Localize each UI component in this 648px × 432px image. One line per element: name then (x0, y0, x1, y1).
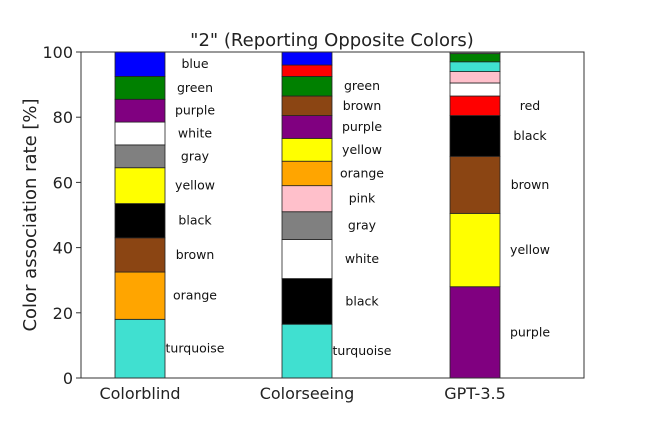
bar-segment-yellow (281, 137, 333, 162)
bar-segment-white (114, 121, 166, 146)
bar-segment-brown (114, 237, 166, 273)
segment-label: gray (181, 148, 210, 163)
bar-segment-unlabeled (449, 61, 501, 72)
bar-segment-orange (281, 160, 333, 187)
bar-segment-unlabeled (281, 51, 333, 66)
bar-colorseeing: turquoise black white gray pink orange yellow p… (281, 51, 392, 379)
segment-label: orange (173, 288, 217, 303)
bar-segment-pink (281, 185, 333, 213)
bar-segment-black (114, 203, 166, 239)
segment-label: brown (511, 177, 550, 192)
segment-label: black (513, 128, 547, 143)
bar-segment-green (281, 76, 333, 97)
segment-label: orange (340, 165, 384, 180)
bar-segment-turquoise (114, 318, 166, 379)
segment-label: yellow (175, 178, 215, 193)
segment-label: black (345, 293, 379, 308)
bar-segment-gray (114, 144, 166, 169)
y-tick-label: 60 (53, 173, 73, 192)
segment-label: brown (343, 98, 382, 113)
segment-label: purple (342, 119, 382, 134)
bar-segment-unlabeled (281, 64, 333, 77)
y-tick-label: 40 (53, 239, 73, 258)
bar-segment-unlabeled (449, 53, 501, 63)
bar-segment-yellow (449, 212, 501, 288)
segment-label: turquoise (333, 343, 392, 358)
bar-segment-white (281, 239, 333, 279)
segment-label: brown (176, 247, 215, 262)
plot-frame (80, 51, 585, 379)
segment-label: purple (510, 324, 550, 339)
segment-label: black (178, 213, 212, 228)
y-tick-label: 80 (53, 108, 73, 127)
x-tick-label: GPT-3.5 (444, 384, 506, 403)
bar-segment-brown (449, 155, 501, 214)
y-tick-label: 100 (42, 43, 73, 62)
bar-colorblind: turquoise orange brown black yellow gray white… (114, 51, 225, 379)
bars-group: turquoise orange brown black yellow gray white… (114, 51, 550, 379)
bar-segment-blue (114, 51, 166, 77)
bar-segment-purple (114, 98, 166, 123)
bar-segment-turquoise (281, 323, 333, 379)
segment-label: turquoise (166, 341, 225, 356)
segment-label: purple (175, 103, 215, 118)
segment-label: white (178, 126, 213, 141)
segment-label: blue (181, 56, 208, 71)
bar-segment-brown (281, 95, 333, 116)
bar-segment-yellow (114, 167, 166, 204)
bar-segment-purple (281, 115, 333, 139)
bar-segment-red (449, 95, 501, 116)
y-tick-label: 20 (53, 304, 73, 323)
y-tick-label: 0 (63, 369, 73, 388)
x-axis-ticks: Colorblind Colorseeing GPT-3.5 (99, 384, 505, 403)
x-tick-label: Colorseeing (260, 384, 355, 403)
bar-segment-unlabeled (449, 71, 501, 84)
segment-label: red (520, 98, 541, 113)
segment-label: yellow (510, 242, 550, 257)
y-axis-label: Color association rate [%] (20, 98, 41, 331)
bar-segment-black (449, 115, 501, 157)
bar-segment-unlabeled (449, 82, 501, 97)
segment-label: green (344, 78, 380, 93)
segment-label: white (345, 251, 380, 266)
segment-label: green (177, 80, 213, 95)
bar-segment-black (281, 278, 333, 325)
bar-gpt-3-5: purple yellow brown black red (449, 51, 550, 379)
segment-label: gray (348, 218, 377, 233)
segment-label: pink (349, 191, 376, 206)
bar-segment-purple (449, 286, 501, 379)
x-tick-label: Colorblind (99, 384, 180, 403)
bar-segment-orange (114, 271, 166, 320)
bar-segment-gray (281, 211, 333, 240)
segment-label: yellow (342, 142, 382, 157)
chart-title: "2" (Reporting Opposite Colors) (190, 30, 474, 51)
bar-segment-green (114, 76, 166, 100)
y-axis-ticks: 0 20 40 60 80 100 (42, 43, 81, 388)
